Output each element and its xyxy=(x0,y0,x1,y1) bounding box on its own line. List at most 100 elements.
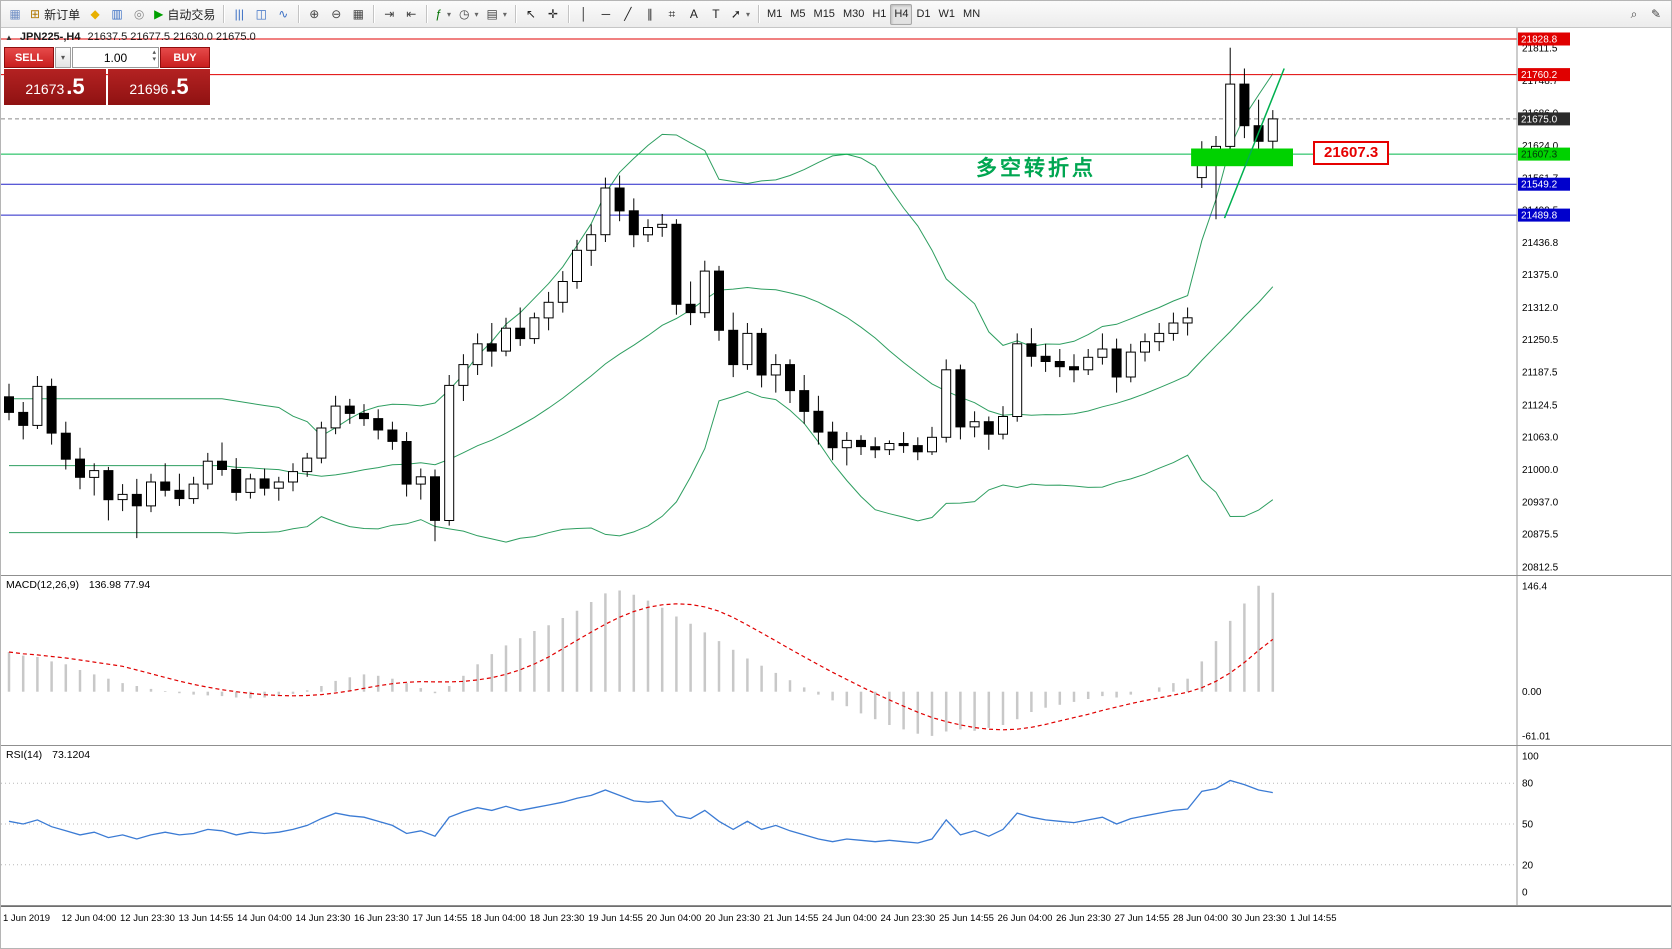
time-axis-label: 20 Jun 23:30 xyxy=(705,913,760,924)
bollinger-band-lo xyxy=(9,390,1274,543)
price-scale-label: 21250.5 xyxy=(1522,335,1559,346)
toolbar-group: ▦ ⊞ 新订单 ◆ ▥ ◎ ▶ 自动交易 xyxy=(4,4,219,25)
search-button[interactable]: ⌕ xyxy=(1623,3,1645,24)
timeframe-d1[interactable]: D1 xyxy=(912,4,934,25)
crosshair-button[interactable]: ✛ xyxy=(542,4,564,25)
equidistant-channel-button[interactable]: ∥ xyxy=(639,4,661,25)
candlestick-chart-button[interactable]: ◫ xyxy=(250,4,272,25)
macd-title: MACD(12,26,9) xyxy=(6,579,79,591)
rsi-canvas[interactable]: 100 80 50 20 0 xyxy=(1,746,1672,906)
price-scale-label: 21000.0 xyxy=(1522,465,1559,476)
dropdown-arrow-icon: ▾ xyxy=(745,9,750,19)
time-axis-label: 18 Jun 04:00 xyxy=(471,913,526,924)
toolbar-separator xyxy=(514,5,516,23)
chart-shift-button[interactable]: ⇤ xyxy=(400,4,422,25)
new-order-button[interactable]: ⊞ 新订单 xyxy=(26,4,84,25)
market-watch-button[interactable]: ◆ xyxy=(84,4,106,25)
price-marker-label: 21675.0 xyxy=(1521,114,1558,125)
chart-annotation-text[interactable]: 多空转折点 xyxy=(976,157,1096,180)
timeframe-m5[interactable]: M5 xyxy=(786,4,809,25)
chart-window-icon[interactable]: ▦ xyxy=(4,4,26,25)
time-axis-label: 30 Jun 23:30 xyxy=(1231,913,1287,924)
price-scale-label: 21187.5 xyxy=(1522,368,1558,379)
zoom-out-button[interactable]: ⊖ xyxy=(325,4,347,25)
arrows-icon: ➚ xyxy=(730,7,741,21)
timeframe-m1[interactable]: M1 xyxy=(763,4,786,25)
auto-scroll-button[interactable]: ⇥ xyxy=(378,4,400,25)
buy-button[interactable]: BUY xyxy=(160,47,210,68)
price-scale-label: 20875.5 xyxy=(1522,530,1559,541)
macd-panel: 146.4 0.00 -61.01 MACD(12,26,9) 136.98 77.… xyxy=(1,576,1672,746)
price-scale-label: 20937.0 xyxy=(1522,498,1559,509)
periods-button[interactable]: ◷ ▾ xyxy=(455,4,483,25)
price-scale-label: 20812.5 xyxy=(1522,562,1559,573)
arrows-button[interactable]: ➚ ▾ xyxy=(727,4,754,25)
line-chart-button[interactable]: ∿ xyxy=(272,4,294,25)
timeframe-h1[interactable]: H1 xyxy=(868,4,890,25)
highlight-rectangle[interactable] xyxy=(1191,148,1293,167)
toolbar-group: │ ─ ╱ ∥ ⌗ A T ➚ ▾ xyxy=(573,4,754,25)
text-button[interactable]: A xyxy=(683,4,705,25)
price-marker-label: 21489.8 xyxy=(1521,211,1558,222)
timeframe-group: M1 M5 M15 M30 H1 H4 D1 W1 MN xyxy=(763,3,984,25)
autotrading-button[interactable]: ▶ 自动交易 xyxy=(150,4,219,25)
text-label-button[interactable]: T xyxy=(705,4,727,25)
time-axis-label: 12 Jun 04:00 xyxy=(61,913,117,924)
one-click-toggle-icon[interactable]: ▲ xyxy=(5,32,13,42)
main-chart-panel: 21811.521748.721686.021624.021561.721499… xyxy=(1,28,1672,576)
price-scale[interactable] xyxy=(1517,746,1672,906)
timeframe-m30[interactable]: M30 xyxy=(839,4,868,25)
toolbar-separator xyxy=(567,5,569,23)
trend-line[interactable] xyxy=(1223,68,1285,219)
sell-price-display[interactable]: 21673 .5 xyxy=(4,69,106,105)
macd-canvas[interactable]: 146.4 0.00 -61.01 xyxy=(1,576,1672,746)
templates-icon: ▤ xyxy=(486,7,498,21)
timeframe-label: H1 xyxy=(872,8,887,20)
timeframe-m15[interactable]: M15 xyxy=(810,4,839,25)
main-chart-canvas[interactable]: 21811.521748.721686.021624.021561.721499… xyxy=(1,28,1672,576)
price-scale[interactable] xyxy=(1517,576,1672,746)
timeframe-h4[interactable]: H4 xyxy=(890,3,913,25)
price-marker-box xyxy=(1518,112,1570,126)
timeframe-mn[interactable]: MN xyxy=(959,4,984,25)
toolbar-group: ↖ ✛ xyxy=(520,4,564,25)
macd-signal-line xyxy=(8,603,1274,731)
trendline-button[interactable]: ╱ xyxy=(617,4,639,25)
data-window-button[interactable]: ▥ xyxy=(106,4,128,25)
rsi-scale-label: 100 xyxy=(1522,752,1539,763)
new-order-icon: ⊞ xyxy=(30,7,41,21)
line-chart-icon: ∿ xyxy=(278,7,289,21)
price-scale-label: 21124.5 xyxy=(1522,400,1558,411)
navigator-button[interactable]: ◎ xyxy=(128,4,150,25)
macd-scale-label: 0.00 xyxy=(1522,687,1542,698)
cursor-button[interactable]: ↖ xyxy=(520,4,542,25)
lot-size-input[interactable]: 1.00 ▴ ▾ xyxy=(72,47,159,68)
tile-windows-button[interactable]: ▦ xyxy=(347,4,369,25)
one-click-trading-panel: SELL ▾ 1.00 ▴ ▾ BUY 21673 .5 21696 xyxy=(4,47,210,105)
lot-dropdown-button[interactable]: ▾ xyxy=(55,47,71,68)
bollinger-band-up xyxy=(9,73,1274,437)
sell-button[interactable]: SELL xyxy=(4,47,54,68)
cursor-icon: ↖ xyxy=(525,7,536,21)
fibonacci-button[interactable]: ⌗ xyxy=(661,4,683,25)
horizontal-line-button[interactable]: ─ xyxy=(595,4,617,25)
rsi-scale-label: 50 xyxy=(1522,820,1534,831)
templates-button[interactable]: ▤ ▾ xyxy=(483,4,511,25)
time-axis[interactable]: 1 Jun 2019 12 Jun 04:00 12 Jun 23:30 13 Jun… xyxy=(1,906,1671,948)
bar-chart-button[interactable]: ||| xyxy=(228,4,250,25)
buy-price-display[interactable]: 21696 .5 xyxy=(108,69,210,105)
time-axis-label: 20 Jun 04:00 xyxy=(646,913,702,924)
price-callout-label[interactable]: 21607.3 xyxy=(1313,141,1390,165)
chart-shift-icon: ⇤ xyxy=(406,7,417,21)
time-axis-label: 19 Jun 14:55 xyxy=(588,913,643,924)
timeframe-w1[interactable]: W1 xyxy=(935,4,960,25)
quick-edit-button[interactable]: ✎ xyxy=(1645,3,1667,24)
indicators-button[interactable]: ƒ ▾ xyxy=(431,4,455,25)
lot-decrease-button[interactable]: ▾ xyxy=(152,56,156,63)
lot-increase-button[interactable]: ▴ xyxy=(152,49,156,56)
timeframe-label: M1 xyxy=(766,8,783,20)
zoom-in-button[interactable]: ⊕ xyxy=(303,4,325,25)
timeframe-label: D1 xyxy=(916,8,931,20)
vertical-line-button[interactable]: │ xyxy=(573,4,595,25)
chart-header: ▲ JPN225-,H4 21637.5 21677.5 21630.0 216… xyxy=(5,31,256,43)
